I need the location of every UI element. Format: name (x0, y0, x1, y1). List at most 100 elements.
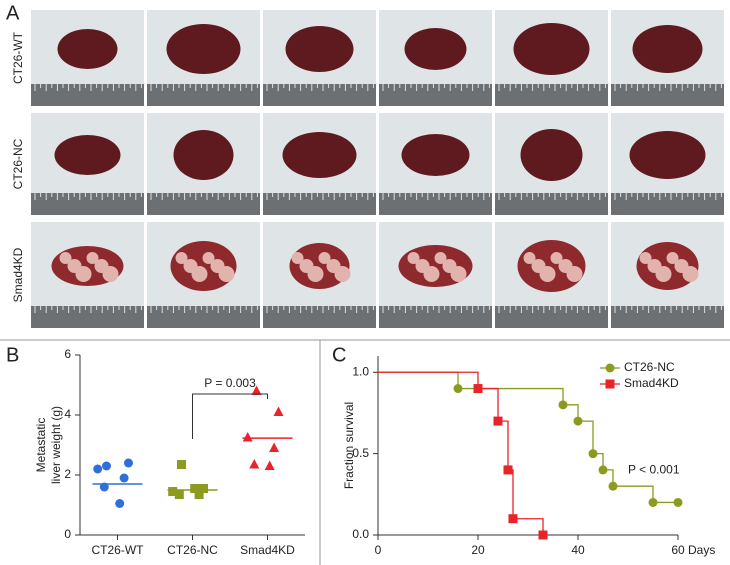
point (251, 385, 262, 395)
nodule (550, 252, 563, 264)
nodule (655, 266, 672, 282)
nodule (334, 266, 351, 282)
liver (282, 132, 357, 178)
ruler (379, 306, 492, 328)
panel-label: C (332, 344, 346, 366)
nodule (566, 266, 583, 282)
y-tick-label: 0 (64, 527, 71, 541)
nodule (86, 252, 99, 264)
survival-step (478, 387, 499, 422)
ruler (147, 306, 260, 328)
survival-step (563, 404, 579, 422)
nodule (307, 266, 324, 282)
nodule (102, 266, 119, 282)
point (269, 442, 280, 452)
ruler (147, 84, 260, 106)
y-tick-label: 6 (64, 347, 71, 361)
survival-step (603, 469, 614, 487)
y-axis-label: liver weight (g) (49, 406, 63, 484)
survival-step (498, 420, 509, 470)
ruler (611, 84, 724, 106)
point (93, 464, 103, 474)
nodule (666, 252, 679, 264)
ruler (263, 84, 376, 106)
liver (166, 24, 241, 74)
point (168, 487, 178, 496)
y-tick-label: 0.0 (352, 527, 369, 541)
y-tick-label: 0.5 (352, 446, 369, 460)
y-axis-label: Fraction survival (342, 402, 356, 489)
x-tick-label: 40 (571, 543, 585, 557)
liver (401, 134, 470, 176)
ruler (611, 306, 724, 328)
ruler (31, 306, 144, 328)
legend-label: Smad4KD (624, 376, 679, 390)
nodule (523, 252, 536, 264)
nodule (191, 266, 208, 282)
liver (54, 135, 121, 175)
point (190, 484, 200, 493)
nodule (75, 266, 92, 282)
liver (513, 23, 590, 75)
nodule (423, 266, 440, 282)
ruler (495, 306, 608, 328)
point (102, 461, 111, 471)
ruler (263, 306, 376, 328)
panel-label: A (6, 2, 20, 24)
survival-step (578, 420, 594, 454)
survival-step (508, 469, 514, 519)
ruler (31, 84, 144, 106)
nodule (407, 252, 420, 264)
significance-bracket (192, 393, 268, 439)
y-axis-label: Metastatic (34, 418, 48, 473)
y-tick-label: 1.0 (352, 364, 369, 378)
row-label: CT26-WT (11, 31, 25, 84)
row-label: CT26-NC (11, 138, 25, 189)
liver (636, 242, 699, 290)
liver (629, 131, 706, 179)
nodule (218, 266, 235, 282)
nodule (639, 252, 652, 264)
x-axis-label: Days (688, 543, 715, 557)
point (115, 499, 125, 508)
liver (289, 243, 350, 289)
legend-marker (605, 379, 615, 389)
point (194, 490, 204, 499)
liver (170, 241, 237, 291)
ruler (379, 84, 492, 106)
survival-step (613, 485, 654, 503)
legend-label: CT26-NC (624, 360, 675, 374)
x-tick-label: CT26-NC (167, 543, 218, 557)
survival-step (593, 452, 604, 470)
point (174, 490, 184, 499)
survival-step (513, 518, 544, 535)
point (264, 460, 275, 470)
x-tick-label: 60 (671, 543, 685, 557)
ruler (611, 193, 724, 215)
liver (517, 240, 586, 292)
ruler (31, 193, 144, 215)
x-tick-label: 20 (471, 543, 485, 557)
x-tick-label: CT26-WT (92, 543, 145, 557)
liver (285, 26, 354, 72)
point (242, 432, 253, 442)
nodule (434, 252, 447, 264)
y-tick-label: 2 (64, 467, 71, 481)
annotation: P = 0.003 (204, 376, 256, 390)
liver (57, 29, 118, 69)
nodule (59, 252, 72, 264)
point (124, 458, 133, 468)
nodule (318, 252, 331, 264)
ruler (495, 193, 608, 215)
panel-label: B (6, 344, 19, 366)
liver (404, 28, 467, 70)
ruler (147, 193, 260, 215)
point (538, 530, 548, 540)
nodule (450, 266, 467, 282)
liver (520, 129, 583, 181)
x-tick-label: Smad4KD (240, 543, 295, 557)
nodule (291, 252, 304, 264)
survival-step (378, 371, 479, 389)
liver (173, 130, 234, 180)
ruler (495, 84, 608, 106)
